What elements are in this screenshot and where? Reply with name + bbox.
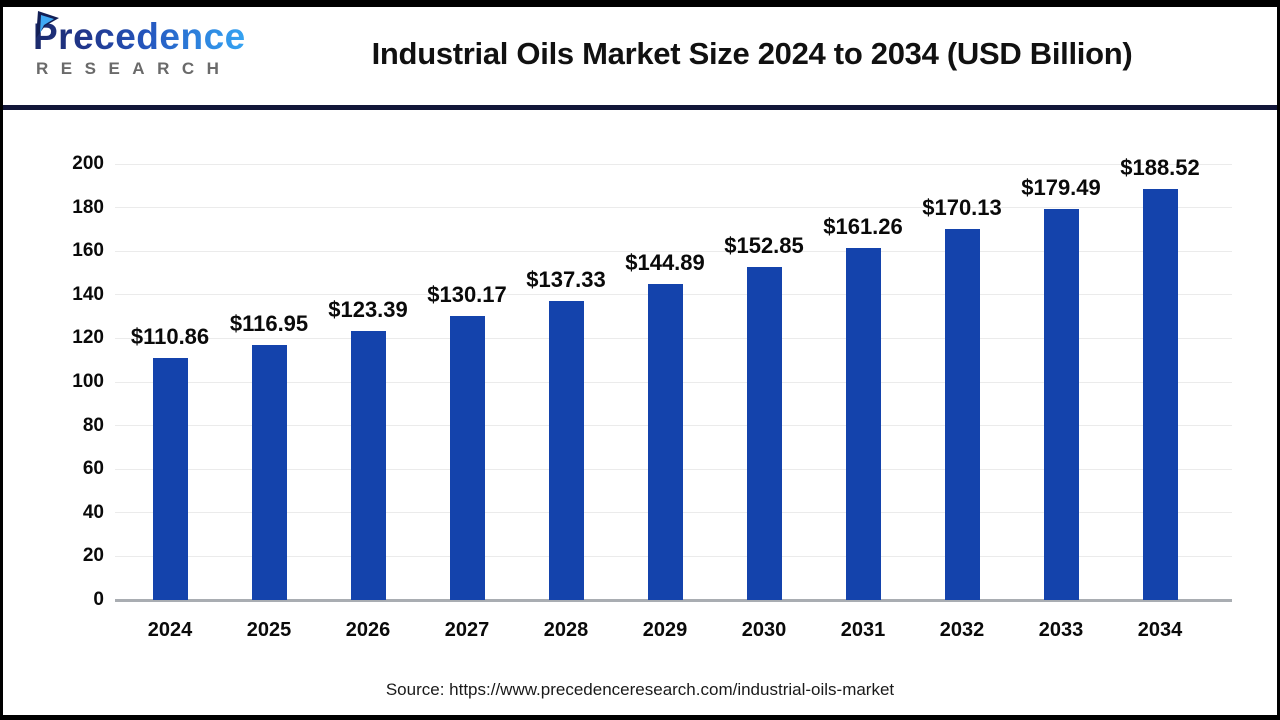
chart-title: Industrial Oils Market Size 2024 to 2034… [371, 36, 1133, 71]
y-axis-tick-label: 200 [72, 153, 104, 174]
bar-value-label: $137.33 [526, 266, 606, 292]
y-axis-tick-label: 180 [72, 196, 104, 218]
bar-2028 [548, 300, 584, 600]
bar-2030 [746, 266, 782, 600]
brand-subtitle: RESEARCH [36, 59, 232, 78]
y-axis-tick-label: 160 [72, 240, 104, 262]
brand-name-row: Precedence [33, 11, 246, 58]
gridline [115, 163, 1232, 165]
y-axis-tick-label: 40 [82, 501, 104, 523]
bar-value-label: $170.13 [922, 195, 1002, 221]
x-axis-label: 2033 [1038, 619, 1084, 641]
y-axis-tick-label: 140 [72, 283, 104, 305]
y-axis-tick-label: 20 [82, 545, 104, 567]
bar-2025 [251, 345, 287, 600]
gridline [115, 250, 1232, 252]
x-axis-label: 2030 [741, 619, 787, 641]
y-axis-tick-label: 120 [72, 327, 104, 349]
bar-2032 [944, 229, 980, 600]
brand-logo: Precedence RESEARCH [33, 11, 246, 79]
x-axis-label: 2028 [543, 619, 589, 641]
y-axis-tick-label: 0 [93, 589, 104, 610]
bar-2024 [152, 358, 188, 600]
bar-2033 [1043, 208, 1079, 600]
gridline [115, 207, 1232, 209]
x-axis-label: 2034 [1137, 619, 1183, 641]
bar-value-label: $161.26 [823, 214, 903, 240]
bar-value-label: $144.89 [625, 250, 705, 276]
x-axis-label: 2029 [642, 619, 688, 641]
bar-value-label: $123.39 [328, 297, 408, 322]
bar-value-label: $116.95 [229, 311, 309, 337]
y-axis-tick-label: 100 [72, 371, 104, 392]
bar-2026 [350, 331, 386, 600]
x-axis-line [115, 599, 1232, 602]
x-axis-label: 2025 [246, 619, 292, 641]
bar-value-label: $130.17 [427, 282, 507, 308]
source-text: Source: https://www.precedenceresearch.c… [385, 680, 895, 699]
x-axis-label: 2026 [345, 619, 391, 641]
bar-2031 [845, 248, 881, 600]
bar-value-label: $110.86 [130, 324, 210, 350]
x-axis-label: 2031 [840, 619, 886, 641]
x-axis-label: 2024 [147, 619, 193, 641]
bar-value-label: $152.85 [724, 232, 804, 258]
bar-value-label: $188.52 [1120, 155, 1200, 181]
header-separator-line [0, 105, 1280, 110]
y-axis-tick-label: 60 [82, 458, 104, 480]
bar-value-label: $179.49 [1021, 174, 1101, 200]
brand-name: Precedence [33, 16, 246, 57]
x-axis-label: 2032 [939, 619, 985, 641]
logo-leaf-icon [36, 11, 59, 38]
x-axis-label: 2027 [444, 619, 490, 641]
y-axis-tick-label: 80 [82, 414, 104, 436]
bar-2034 [1142, 189, 1178, 600]
bar-2029 [647, 284, 683, 600]
bar-2027 [449, 316, 485, 600]
